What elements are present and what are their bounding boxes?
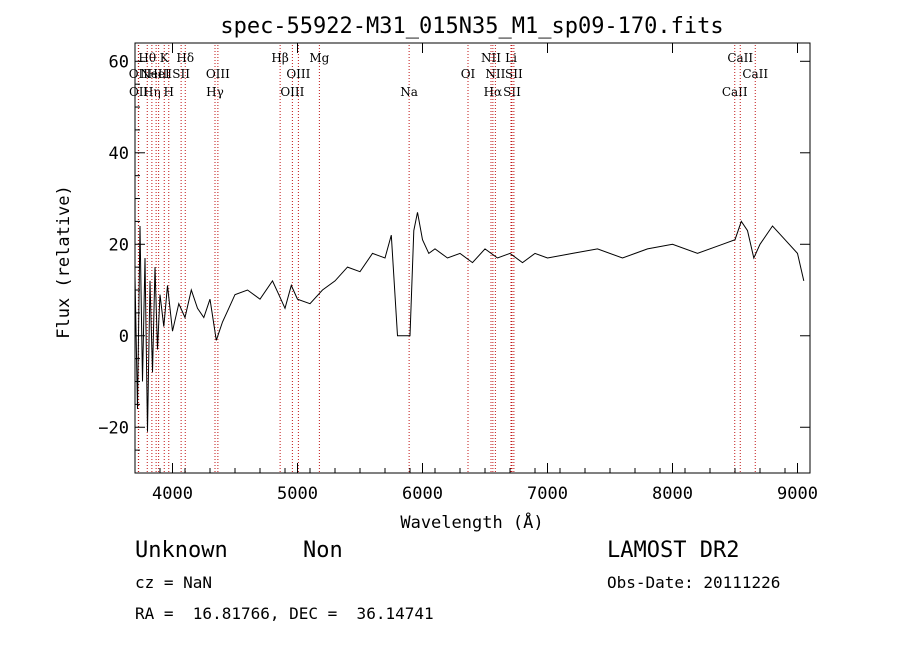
line-marker-label: SII xyxy=(505,67,523,81)
redshift-value: cz = NaN xyxy=(135,573,213,592)
observation-date: Obs-Date: 20111226 xyxy=(607,573,781,592)
line-marker-label: Mg xyxy=(309,51,329,65)
line-marker-label: OIII xyxy=(286,67,310,81)
coordinates: RA = 16.81766, DEC = 36.14741 xyxy=(135,604,434,623)
spectrum-line xyxy=(134,212,805,432)
y-tick-label: 40 xyxy=(109,144,129,164)
axis-layer: 4000 5000 6000 7000 8000 9000 −20 0 20 40 60 xyxy=(98,43,818,504)
line-marker-label: Hθ xyxy=(138,51,156,65)
line-marker-label: OI xyxy=(461,67,476,81)
line-marker-label: Na xyxy=(400,85,418,99)
line-marker-label: H xyxy=(164,85,174,99)
object-subclass: Non xyxy=(303,538,343,563)
line-marker-label: SII xyxy=(503,85,521,99)
line-marker-label: Li xyxy=(505,51,517,65)
line-marker-label: NII xyxy=(481,51,501,65)
x-tick-label: 4000 xyxy=(152,484,193,504)
x-tick-label: 9000 xyxy=(777,484,818,504)
line-marker-label: CaII xyxy=(727,51,753,65)
line-marker-label: OII xyxy=(129,85,149,99)
line-marker-label: Hβ xyxy=(271,51,288,65)
line-marker-label: OII xyxy=(129,67,149,81)
line-marker-label: NII xyxy=(485,67,505,81)
x-tick-label: 7000 xyxy=(527,484,568,504)
line-marker-label: K xyxy=(160,51,170,65)
line-marker-label: OIII xyxy=(206,67,230,81)
plot-frame xyxy=(134,42,811,474)
line-marker-label: NeIII xyxy=(140,67,172,81)
object-class: Unknown xyxy=(135,538,228,563)
line-marker-label: Hα xyxy=(484,85,503,99)
series-layer xyxy=(134,212,805,432)
x-tick-label: 8000 xyxy=(652,484,693,504)
line-marker-label: Hγ xyxy=(206,85,224,99)
line-marker-label: OIII xyxy=(280,85,304,99)
line-marker-label: SII xyxy=(172,67,190,81)
x-axis-label: Wavelength (Å) xyxy=(400,511,543,533)
y-tick-label: −20 xyxy=(98,418,129,438)
line-marker-label: HeI xyxy=(147,67,170,81)
y-tick-label: 0 xyxy=(119,327,129,347)
data-source: LAMOST DR2 xyxy=(607,538,740,563)
line-marker-label: CaII xyxy=(722,85,748,99)
y-axis-label: Flux (relative) xyxy=(54,185,74,339)
x-tick-label: 5000 xyxy=(277,484,318,504)
chart-title: spec-55922-M31_015N35_M1_sp09-170.fits xyxy=(220,14,723,39)
y-tick-label: 60 xyxy=(109,52,129,72)
line-marker-label: Hδ xyxy=(176,51,194,65)
y-tick-label: 20 xyxy=(109,235,129,255)
x-tick-label: 6000 xyxy=(402,484,443,504)
line-marker-label: Hη xyxy=(143,85,161,99)
line-marker-label: CaII xyxy=(742,67,768,81)
